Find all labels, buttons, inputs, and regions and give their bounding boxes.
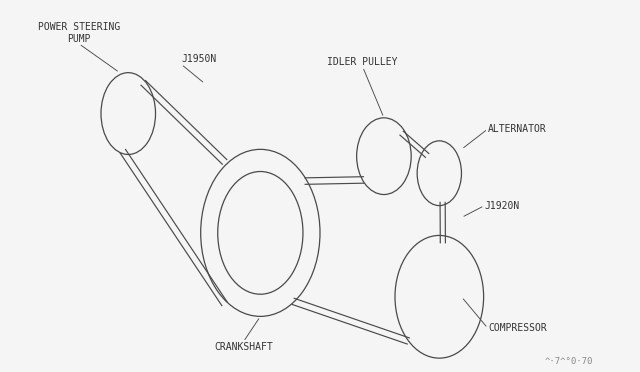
- Text: CRANKSHAFT: CRANKSHAFT: [214, 342, 273, 352]
- Text: ^·7^°0·70: ^·7^°0·70: [545, 357, 593, 366]
- Text: J1920N: J1920N: [484, 201, 520, 211]
- Text: IDLER PULLEY: IDLER PULLEY: [327, 57, 398, 67]
- Text: J1950N: J1950N: [181, 54, 216, 64]
- Text: POWER STEERING
PUMP: POWER STEERING PUMP: [38, 22, 120, 44]
- Text: ALTERNATOR: ALTERNATOR: [488, 124, 547, 134]
- Text: COMPRESSOR: COMPRESSOR: [488, 323, 547, 333]
